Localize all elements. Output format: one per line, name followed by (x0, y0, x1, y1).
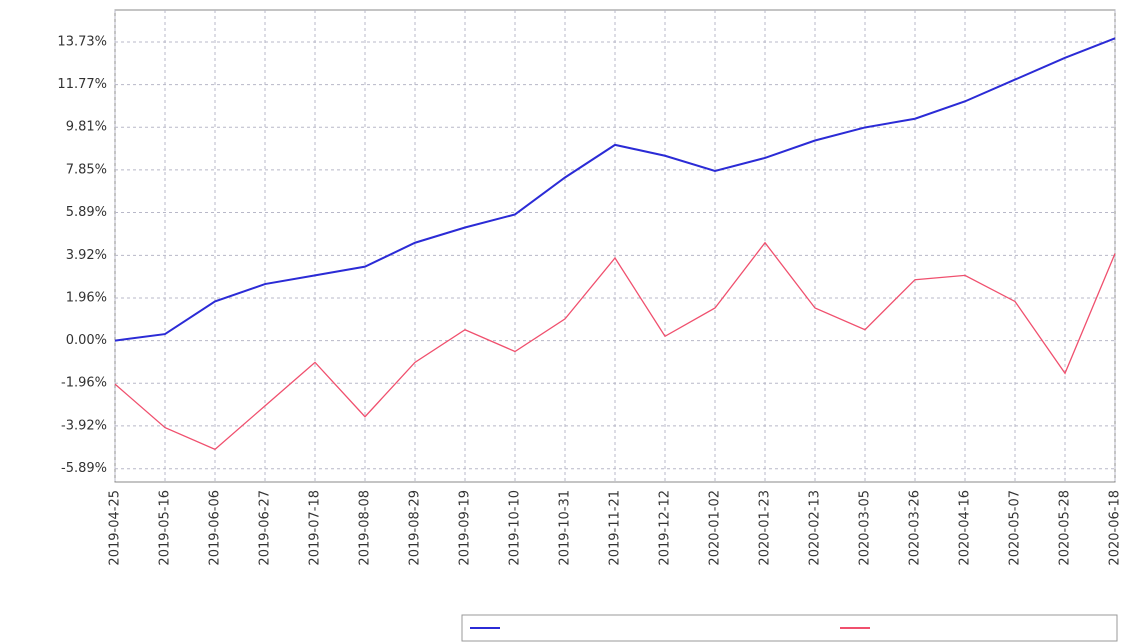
y-tick-label: 11.77% (57, 77, 107, 92)
y-tick-label: 9.81% (66, 120, 107, 135)
x-tick-label: 2020-01-23 (758, 490, 773, 566)
series-line (114, 37, 1116, 342)
x-tick-label: 2019-06-06 (208, 490, 223, 566)
y-tick-label: 13.73% (57, 34, 107, 49)
legend-box (461, 614, 1118, 642)
x-tick-label: 2019-08-08 (358, 490, 373, 566)
x-tick-label: 2019-11-21 (608, 490, 623, 566)
y-tick-label: -1.96% (61, 376, 107, 391)
x-tick-label: 2019-07-18 (308, 490, 323, 566)
y-tick-label: 7.85% (66, 162, 107, 177)
x-tick-label: 2019-09-19 (458, 490, 473, 566)
x-tick-label: 2019-06-27 (258, 490, 273, 566)
x-tick-label: 2020-03-26 (908, 490, 923, 566)
y-tick-label: -5.89% (61, 461, 107, 476)
x-tick-label: 2020-05-28 (1058, 490, 1073, 566)
x-tick-label: 2020-01-02 (708, 490, 723, 566)
y-tick-label: 3.92% (66, 248, 107, 263)
y-tick-label: 1.96% (66, 290, 107, 305)
x-tick-label: 2020-06-18 (1108, 490, 1121, 566)
x-tick-label: 2019-12-12 (658, 490, 673, 566)
x-tick-label: 2019-10-31 (558, 490, 573, 566)
x-tick-label: 2019-10-10 (508, 490, 523, 566)
x-tick-label: 2019-05-16 (158, 490, 173, 566)
x-tick-label: 2020-05-07 (1008, 490, 1023, 566)
series-line (114, 241, 1116, 451)
y-tick-label: -3.92% (61, 418, 107, 433)
x-tick-label: 2019-04-25 (108, 490, 123, 566)
x-tick-label: 2020-04-16 (958, 490, 973, 566)
x-tick-label: 2019-08-29 (408, 490, 423, 566)
y-tick-label: 5.89% (66, 205, 107, 220)
x-tick-label: 2020-03-05 (858, 490, 873, 566)
x-tick-label: 2020-02-13 (808, 490, 823, 566)
y-tick-label: 0.00% (66, 333, 107, 348)
